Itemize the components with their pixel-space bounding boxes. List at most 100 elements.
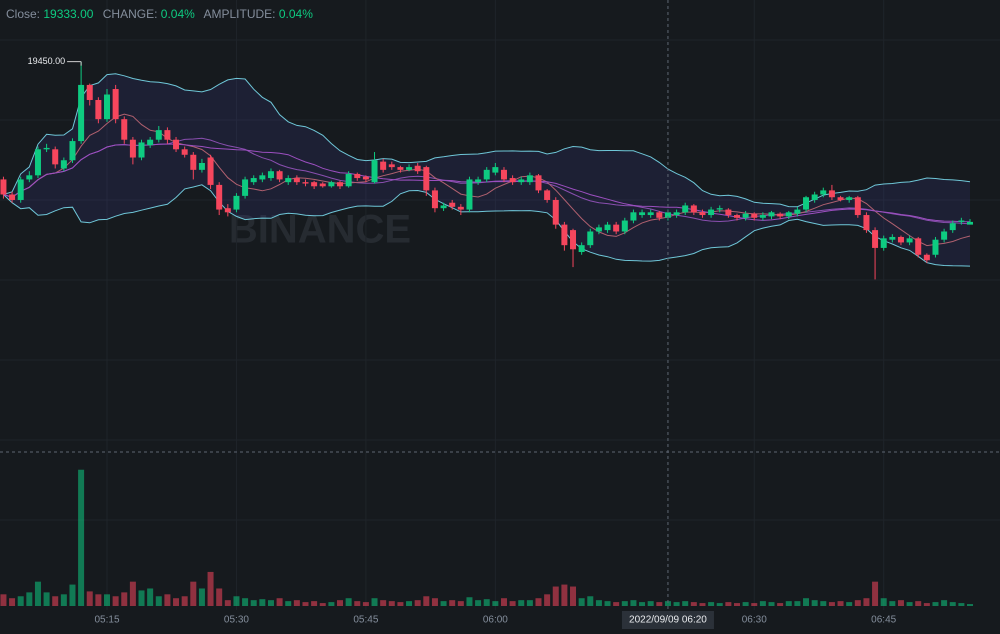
- candle-body: [949, 223, 956, 231]
- volume-bar: [319, 603, 326, 606]
- candle-body: [138, 142, 145, 158]
- volume-bar: [863, 598, 870, 606]
- candle-body: [60, 160, 67, 169]
- volume-bar: [181, 596, 188, 606]
- candle-body: [276, 171, 283, 180]
- candle-body: [362, 176, 369, 180]
- volume-bar: [639, 602, 646, 606]
- candle-body: [181, 149, 188, 155]
- volume-bar: [475, 600, 482, 606]
- candle-body: [820, 190, 827, 195]
- volume-bar: [906, 602, 913, 606]
- candle-body: [889, 236, 896, 240]
- candle-body: [828, 190, 835, 198]
- candle-body: [552, 199, 559, 225]
- candle-body: [595, 227, 602, 232]
- candle-body: [880, 238, 887, 248]
- volume-bar: [492, 601, 499, 606]
- candle-body: [751, 213, 758, 218]
- candle-body: [259, 175, 266, 180]
- volume-bar: [466, 597, 473, 606]
- candle-body: [328, 182, 335, 187]
- close-label: Close:: [6, 7, 41, 21]
- volume-bar: [95, 594, 102, 606]
- volume-bar: [173, 598, 180, 606]
- candle-body: [785, 212, 792, 217]
- volume-bar: [164, 594, 171, 606]
- volume-bar: [828, 602, 835, 606]
- candle-body: [682, 205, 689, 213]
- candle-body: [518, 179, 525, 183]
- volume-bar: [733, 603, 740, 606]
- volume-bar: [630, 600, 637, 606]
- volume-bar: [526, 600, 533, 606]
- volume-bar: [414, 600, 421, 606]
- candle-body: [86, 84, 93, 100]
- volume-bar: [785, 601, 792, 606]
- candle-body: [216, 184, 223, 210]
- candle-body: [958, 220, 965, 222]
- volume-bar: [837, 601, 844, 606]
- volume-bar: [293, 600, 300, 606]
- candle-body: [630, 212, 637, 221]
- candle-body: [449, 202, 456, 207]
- x-tick-label: 05:45: [353, 615, 378, 626]
- candle-body: [492, 167, 499, 173]
- volume-bar: [259, 599, 266, 606]
- volume-bar: [26, 592, 33, 606]
- volume-bar: [716, 603, 723, 606]
- volume-bar: [69, 584, 76, 606]
- volume-bar: [112, 596, 119, 606]
- volume-bar: [423, 596, 430, 606]
- volume-bar: [242, 598, 249, 606]
- candle-body: [526, 175, 533, 183]
- candle-body: [846, 197, 853, 200]
- volume-bar: [285, 601, 292, 606]
- candle-body: [699, 212, 706, 216]
- volume-bar: [967, 604, 973, 606]
- candle-body: [233, 195, 240, 210]
- volume-bar: [673, 602, 680, 606]
- volume-bar: [60, 594, 67, 606]
- x-tick-label: 06:45: [871, 615, 896, 626]
- volume-bar: [397, 602, 404, 606]
- candle-body: [406, 167, 413, 170]
- candle-body: [604, 224, 611, 231]
- candle-body: [9, 194, 16, 200]
- candle-body: [69, 141, 76, 161]
- candle-body: [475, 179, 482, 183]
- volume-bar: [52, 596, 59, 606]
- candle-body: [457, 206, 464, 210]
- amplitude-label: AMPLITUDE:: [203, 7, 276, 21]
- candle-body: [155, 130, 162, 140]
- candle-body: [578, 245, 585, 253]
- boll-lower: [3, 184, 971, 267]
- volume-bar: [897, 600, 904, 606]
- volume-bar: [267, 600, 274, 606]
- volume-bar: [104, 594, 110, 606]
- candle-body: [587, 231, 594, 246]
- candle-body: [906, 238, 913, 243]
- volume-bar: [311, 601, 318, 606]
- volume-bar: [768, 602, 775, 606]
- volume-bar: [121, 592, 128, 606]
- candle-body: [621, 220, 628, 232]
- volume-bar: [725, 602, 732, 606]
- candle-body: [414, 165, 421, 172]
- volume-bar: [449, 600, 456, 606]
- volume-bar: [500, 598, 507, 606]
- volume-bar: [803, 598, 810, 606]
- candle-body: [17, 179, 24, 200]
- volume-bar: [889, 601, 896, 606]
- candle-body: [811, 194, 818, 200]
- volume-bar: [216, 588, 223, 606]
- candle-body: [561, 224, 568, 246]
- volume-bar: [811, 600, 818, 606]
- volume-bar: [742, 602, 749, 606]
- volume-bar: [613, 602, 620, 606]
- volume-bar: [578, 598, 585, 606]
- candle-body: [388, 164, 395, 168]
- volume-bar: [302, 602, 309, 606]
- candle-body: [794, 209, 801, 214]
- candle-body: [466, 179, 473, 210]
